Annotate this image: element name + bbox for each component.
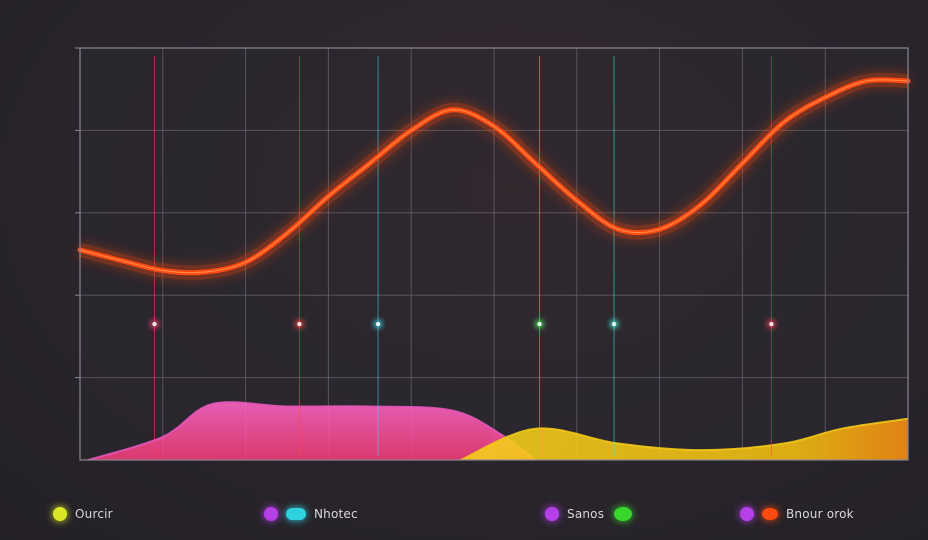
- y-ticks: [75, 47, 80, 379]
- grid: [80, 48, 908, 460]
- legend-label-1: Ourcir: [75, 507, 113, 521]
- chart: [75, 47, 911, 461]
- legend-marker-2b: [286, 508, 306, 520]
- area-series-edge-1: [87, 401, 536, 461]
- legend: Ourcir Nhotec Sanos Bnour orok: [0, 500, 928, 528]
- legend-item-4: Bnour orok: [740, 500, 854, 528]
- legend-marker-3b: [614, 507, 633, 521]
- spike-node-5: [611, 321, 617, 327]
- legend-marker-4b: [762, 508, 778, 520]
- legend-label-4: Bnour orok: [786, 507, 854, 521]
- area-series-1: [88, 402, 536, 460]
- spike-node-2: [297, 321, 302, 327]
- spike-markers: [150, 56, 776, 456]
- legend-label-3: Sanos: [567, 507, 605, 521]
- legend-label-2: Nhotec: [314, 507, 358, 521]
- legend-marker-2a: [264, 507, 278, 521]
- legend-item-2: Nhotec: [264, 500, 358, 528]
- area-series: [87, 401, 909, 461]
- line-series: [77, 72, 911, 280]
- spike-node-1: [152, 321, 157, 327]
- legend-item-3: Sanos: [545, 500, 640, 528]
- area-series-2: [460, 418, 908, 460]
- legend-item-1: Ourcir: [53, 500, 113, 528]
- plot-frame: [79, 47, 909, 461]
- spike-node-6: [769, 321, 774, 327]
- spike-node-4: [537, 321, 542, 327]
- line-series-highlight-1: [79, 79, 909, 274]
- legend-marker-4a: [740, 507, 754, 521]
- area-series-edge-2: [460, 417, 909, 461]
- legend-marker-3a: [545, 507, 559, 521]
- legend-marker-1a: [53, 507, 67, 521]
- spike-node-3: [375, 321, 381, 327]
